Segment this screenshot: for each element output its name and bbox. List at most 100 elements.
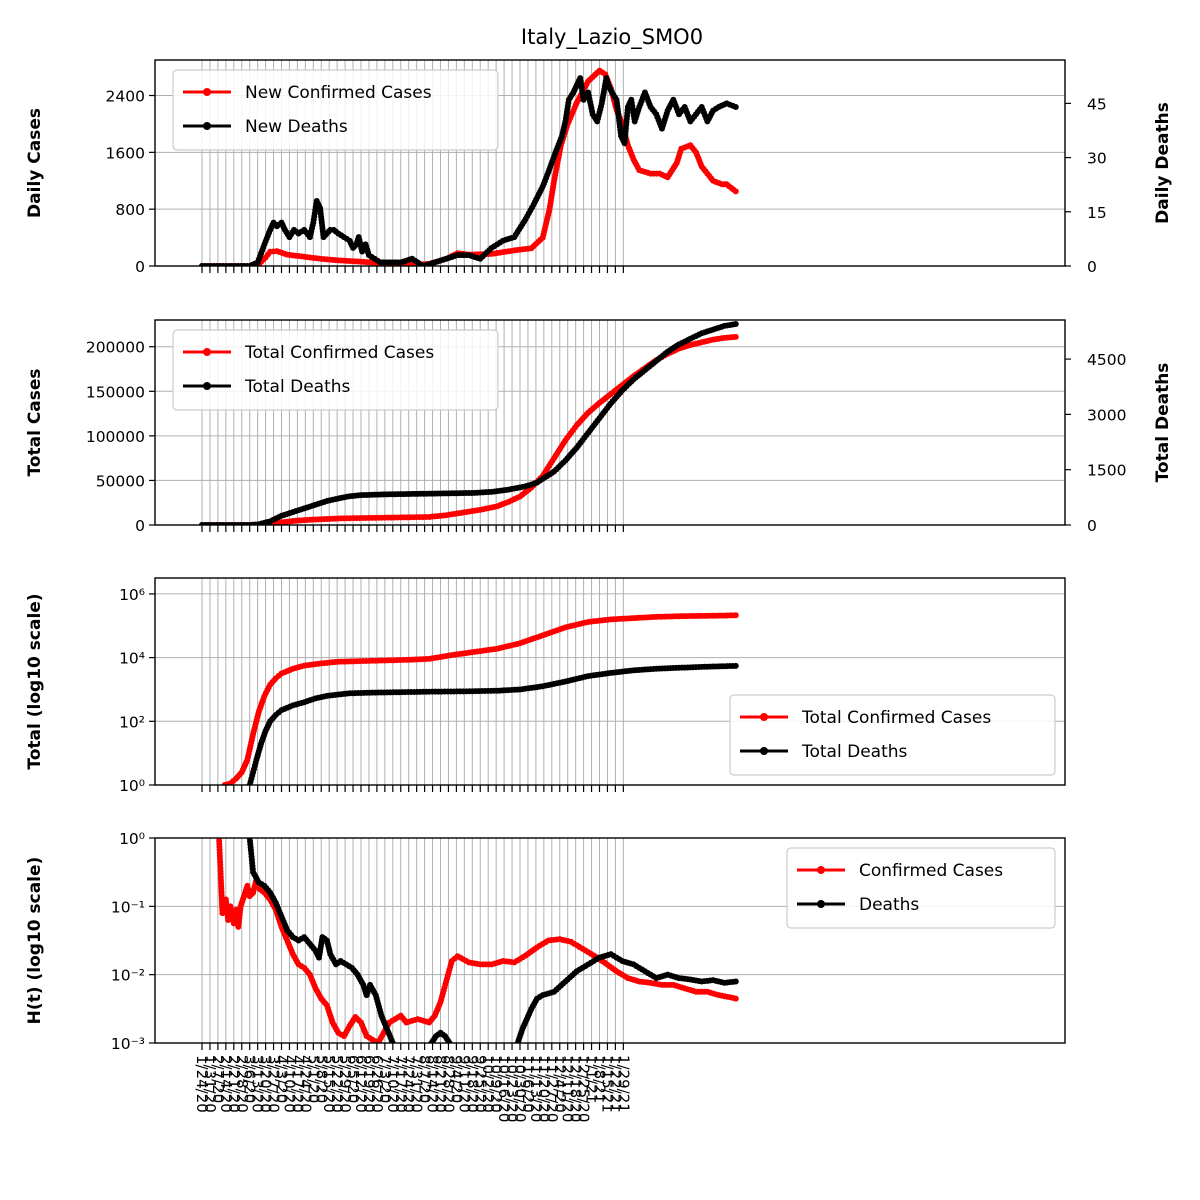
axes-frame xyxy=(154,837,1066,1044)
legend: Total Confirmed Cases Total Deaths xyxy=(172,329,499,411)
y-tick-label: 10⁻² xyxy=(111,967,145,985)
series-new-deaths xyxy=(199,75,739,266)
y2-tick-label: 45 xyxy=(1087,95,1107,113)
data-point xyxy=(732,995,739,1002)
x-tick-label: 1/1/21 xyxy=(583,1055,601,1103)
data-point xyxy=(732,333,739,340)
x-tick-label: 1/15/21 xyxy=(598,1055,616,1113)
x-tick-label: 2/14/20 xyxy=(217,1055,235,1113)
x-tick-label: 10/16/20 xyxy=(495,1055,513,1122)
x-tick-label: 2/21/20 xyxy=(225,1055,243,1113)
x-tick-label: 9/25/20 xyxy=(471,1055,489,1113)
series-total-confirmed-cases xyxy=(221,612,739,785)
y-tick-label: 100000 xyxy=(86,428,145,446)
y2-axis-label: Daily Deaths xyxy=(1153,102,1173,224)
y-tick-label: 1600 xyxy=(106,144,145,162)
x-tick-label: 5/29/20 xyxy=(336,1055,354,1113)
x-tick-label: 8/14/20 xyxy=(424,1055,442,1113)
x-tick-label: 10/9/20 xyxy=(487,1055,505,1113)
y2-tick-label: 0 xyxy=(1087,258,1097,276)
series-total-deaths xyxy=(199,321,739,525)
y-tick-label: 0 xyxy=(135,258,145,276)
x-tick-label: 9/11/20 xyxy=(455,1055,473,1113)
y2-axis-label: Total Deaths xyxy=(1153,363,1173,483)
x-tick-label: 10/2/20 xyxy=(479,1055,497,1113)
series-total-deaths xyxy=(246,662,739,785)
y-tick-label: 10⁻³ xyxy=(111,1035,145,1053)
legend-marker xyxy=(817,866,825,874)
y-tick-label: 800 xyxy=(115,201,145,219)
legend-marker xyxy=(760,713,768,721)
data-point xyxy=(732,321,739,328)
x-tick-label: 2/7/20 xyxy=(209,1055,227,1103)
legend-marker xyxy=(203,348,211,356)
data-point xyxy=(732,662,739,669)
legend-box xyxy=(786,847,1056,929)
data-point xyxy=(732,188,739,195)
y-tick-label: 10⁰ xyxy=(119,830,145,848)
legend-marker xyxy=(203,122,211,130)
axes-frame xyxy=(154,577,1066,786)
x-tick-label: 12/25/20 xyxy=(575,1055,593,1122)
x-tick-label: 7/3/20 xyxy=(376,1055,394,1103)
y-axis-label: Total Cases xyxy=(25,368,45,476)
legend: Confirmed Cases Deaths xyxy=(786,847,1056,929)
y-axis-label: H(t) (log10 scale) xyxy=(25,857,45,1025)
data-point xyxy=(446,1040,453,1043)
legend-box xyxy=(729,694,1056,776)
x-tick-label: 8/7/20 xyxy=(416,1055,434,1103)
x-tick-label: 7/17/20 xyxy=(392,1055,410,1113)
legend-entry: New Deaths xyxy=(245,117,348,137)
series-line xyxy=(516,952,736,1043)
legend-entry: Total Confirmed Cases xyxy=(244,343,434,363)
x-tick-label: 7/10/20 xyxy=(384,1055,402,1113)
x-tick-label: 1/22/21 xyxy=(606,1055,624,1113)
x-tick-label: 8/21/20 xyxy=(432,1055,450,1113)
x-tick-label: 1/8/21 xyxy=(591,1055,609,1103)
legend-marker xyxy=(203,382,211,390)
x-tick-label: 4/24/20 xyxy=(296,1055,314,1113)
x-tick-label: 5/8/20 xyxy=(312,1055,330,1103)
legend: Total Confirmed Cases Total Deaths xyxy=(729,694,1056,776)
x-tick-label: 12/18/20 xyxy=(567,1055,585,1122)
x-tick-label: 3/6/20 xyxy=(241,1055,259,1103)
x-tick-label: 8/28/20 xyxy=(439,1055,457,1113)
data-point xyxy=(732,978,739,985)
series-confirmed-cases xyxy=(216,838,739,1043)
legend: New Confirmed Cases New Deaths xyxy=(172,69,499,151)
y-tick-label: 10⁰ xyxy=(119,777,145,795)
legend-entry: Total Confirmed Cases xyxy=(801,708,991,728)
series-deaths-segment- xyxy=(428,1029,453,1043)
data-point xyxy=(389,1040,396,1043)
y2-tick-label: 3000 xyxy=(1087,406,1126,424)
axes-frame xyxy=(154,59,1066,267)
legend-entry: New Confirmed Cases xyxy=(245,83,432,103)
x-tick-label: 10/23/20 xyxy=(503,1055,521,1122)
x-tick-label: 5/15/20 xyxy=(320,1055,338,1113)
y2-tick-label: 0 xyxy=(1087,517,1097,535)
x-tick-label: 9/18/20 xyxy=(463,1055,481,1113)
chart-title: Italy_Lazio_SMO0 xyxy=(521,25,703,50)
data-point xyxy=(732,103,739,110)
x-tick-label: 5/22/20 xyxy=(328,1055,346,1113)
x-tick-label: 11/27/20 xyxy=(543,1055,561,1122)
x-tick-label: 3/27/20 xyxy=(265,1055,283,1113)
legend-entry: Total Deaths xyxy=(801,742,908,762)
x-tick-label: 4/10/20 xyxy=(280,1055,298,1113)
legend-marker xyxy=(203,88,211,96)
legend-marker xyxy=(760,747,768,755)
y-tick-label: 0 xyxy=(135,517,145,535)
series-deaths-segment- xyxy=(514,951,739,1043)
x-tick-label: 3/20/20 xyxy=(257,1055,275,1113)
x-tick-label: 4/3/20 xyxy=(273,1055,291,1103)
panel-3: 10⁰ 10² 10⁴ 10⁶ Total (log10 scale) Total Con… xyxy=(25,577,1066,795)
x-tick-label: 6/26/20 xyxy=(368,1055,386,1113)
y-tick-label: 150000 xyxy=(86,383,145,401)
data-point xyxy=(732,612,739,619)
y2-tick-label: 30 xyxy=(1087,150,1107,168)
y-tick-label: 50000 xyxy=(96,472,145,490)
y-tick-label: 10² xyxy=(119,713,145,731)
x-tick-label: 7/31/20 xyxy=(408,1055,426,1113)
panel-4: 10⁻³ 10⁻² 10⁻¹ 10⁰ H(t) (log10 scale) Confirm… xyxy=(25,830,1066,1122)
